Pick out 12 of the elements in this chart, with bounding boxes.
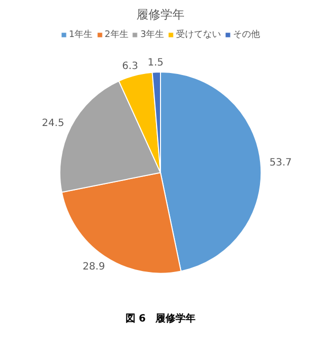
data-label: 28.9: [82, 261, 105, 272]
data-label: 6.3: [122, 61, 138, 72]
data-label: 1.5: [148, 58, 164, 69]
data-label: 53.7: [270, 157, 292, 168]
legend-label: 3年生: [140, 28, 164, 41]
legend-label: 受けてない: [176, 28, 222, 41]
data-label: 24.5: [42, 118, 64, 129]
legend-label: その他: [233, 28, 260, 41]
caption: 図 6 履修学年: [125, 312, 196, 324]
legend-label: 2年生: [104, 28, 128, 41]
legend-label: 1年生: [68, 28, 93, 41]
chart-title: 履修学年: [136, 8, 184, 22]
